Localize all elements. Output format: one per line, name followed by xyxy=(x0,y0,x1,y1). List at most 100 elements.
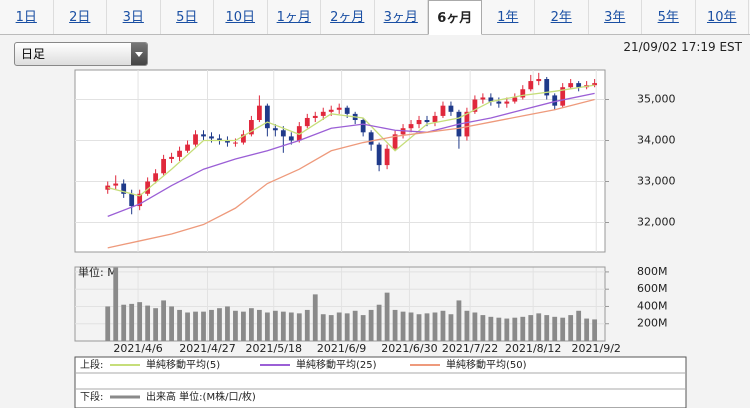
select-arrow[interactable] xyxy=(131,43,147,65)
period-tab[interactable]: 3日 xyxy=(107,0,161,34)
volume-bar xyxy=(320,314,326,341)
candle-body xyxy=(193,134,198,145)
volume-bar xyxy=(392,309,398,341)
legend-entry: 単純移動平均(25) xyxy=(296,358,377,371)
candle-body xyxy=(360,120,366,133)
volume-bar xyxy=(560,317,566,341)
volume-bar xyxy=(121,304,127,341)
period-tab[interactable]: 2日 xyxy=(54,0,107,34)
candle-body xyxy=(113,183,119,186)
volume-bar xyxy=(464,310,470,341)
legend-entry: 単純移動平均(50) xyxy=(446,358,527,371)
candle-body xyxy=(448,105,454,112)
candle-body xyxy=(536,79,542,82)
period-tab[interactable]: 2ヶ月 xyxy=(321,0,375,34)
candle-body xyxy=(512,97,518,102)
volume-bar xyxy=(376,304,382,341)
volume-bar xyxy=(544,315,550,341)
candle-body xyxy=(560,87,566,106)
candle-body xyxy=(121,183,127,194)
candle-body xyxy=(169,156,174,159)
volume-bar xyxy=(312,294,318,341)
candle-body xyxy=(368,132,374,145)
candle-body xyxy=(440,105,446,116)
candle-body xyxy=(201,134,206,137)
volume-bar xyxy=(552,316,558,341)
period-tab[interactable]: 3年 xyxy=(589,0,642,34)
chart-type-select[interactable]: 日足 xyxy=(14,42,148,66)
volume-bar xyxy=(161,300,166,341)
candle-body xyxy=(432,115,438,123)
moving-average-line xyxy=(107,98,595,249)
candle-body xyxy=(344,107,350,114)
candle-body xyxy=(472,99,478,112)
period-tab[interactable]: 10年 xyxy=(696,0,749,34)
candle-body xyxy=(320,111,326,116)
candle-body xyxy=(264,105,270,129)
period-tab[interactable]: 5日 xyxy=(161,0,214,34)
period-tab[interactable]: 2年 xyxy=(535,0,589,34)
volume-bar xyxy=(440,310,446,341)
period-tab[interactable]: 5年 xyxy=(642,0,696,34)
candle-body xyxy=(304,117,310,127)
volume-bar xyxy=(536,313,542,341)
volume-bar xyxy=(432,312,438,341)
y-tick-label: 200M xyxy=(637,317,668,330)
volume-bar xyxy=(528,315,534,341)
volume-bar xyxy=(105,306,111,341)
volume-bar xyxy=(304,309,310,341)
volume-bar xyxy=(368,309,374,341)
legend-row-label: 下段: xyxy=(80,390,103,403)
candle-body xyxy=(129,193,135,207)
candle-body xyxy=(336,107,342,110)
volume-bar xyxy=(177,309,182,341)
candle-body xyxy=(384,148,390,166)
legend-entry: 単純移動平均(5) xyxy=(146,358,220,371)
candle-body xyxy=(105,185,111,190)
candle-body xyxy=(376,144,382,166)
candle-body xyxy=(296,126,302,141)
volume-bar xyxy=(256,309,262,341)
candle-body xyxy=(424,120,430,123)
y-tick-label: 32,000 xyxy=(637,215,676,228)
period-tab[interactable]: 1日 xyxy=(0,0,54,34)
candle-body xyxy=(225,140,230,143)
volume-bar xyxy=(153,308,159,341)
volume-bar xyxy=(512,317,518,341)
select-label: 日足 xyxy=(21,47,46,61)
candle-body xyxy=(552,95,558,106)
volume-bar xyxy=(344,313,350,341)
volume-bar xyxy=(280,311,286,341)
period-tab[interactable]: 1年 xyxy=(482,0,535,34)
period-tab[interactable]: 1ヶ月 xyxy=(268,0,321,34)
volume-bar xyxy=(129,303,135,341)
candle-body xyxy=(568,83,574,88)
candle-body xyxy=(312,115,318,118)
volume-bar xyxy=(504,318,510,341)
candle-body xyxy=(153,173,159,182)
period-tab[interactable]: 6ヶ月 xyxy=(428,0,482,35)
x-tick-label: 2021/8/12 xyxy=(505,342,561,355)
candle-body xyxy=(137,193,143,207)
volume-bar xyxy=(584,318,590,341)
legend-box xyxy=(74,356,687,408)
period-tab[interactable]: 3ヶ月 xyxy=(375,0,428,34)
unit-label: 単位: M xyxy=(78,265,117,279)
moving-average-line xyxy=(107,92,595,217)
volume-bar xyxy=(217,308,222,341)
candle-body xyxy=(392,134,398,149)
volume-bar xyxy=(193,311,198,341)
candle-body xyxy=(256,105,262,121)
volume-bar xyxy=(592,319,598,341)
candle-body xyxy=(217,138,222,141)
volume-bar xyxy=(408,312,414,341)
volume-bar xyxy=(137,302,143,341)
candle-body xyxy=(280,130,286,137)
x-tick-label: 2021/7/22 xyxy=(442,342,498,355)
period-tab[interactable]: 10日 xyxy=(214,0,268,34)
volume-bar xyxy=(201,311,206,341)
candle-body xyxy=(520,89,526,98)
volume-bar xyxy=(472,312,478,341)
volume-bar xyxy=(488,316,494,341)
